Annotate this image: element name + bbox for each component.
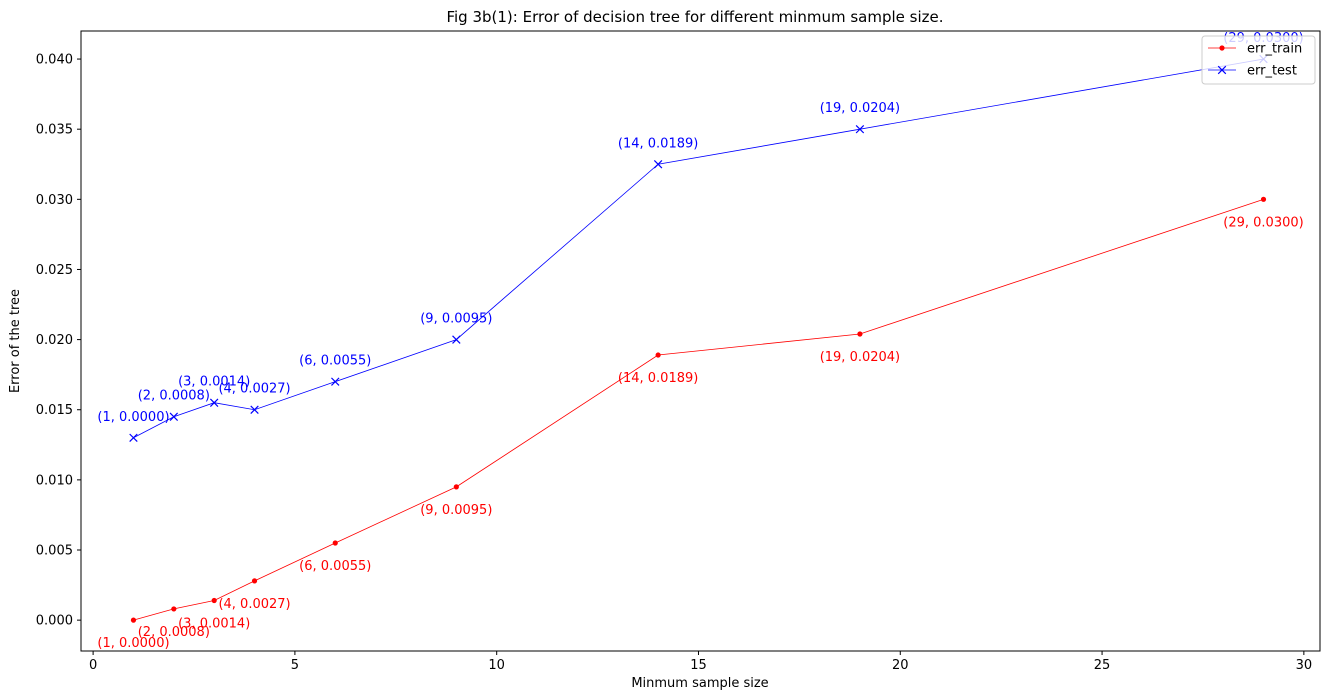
legend: err_train err_test bbox=[1201, 35, 1316, 85]
legend-items: err_train err_test bbox=[1208, 42, 1302, 79]
legend-marker bbox=[1219, 45, 1225, 51]
x-axis-label: Minmum sample size bbox=[631, 676, 768, 691]
data-label: (29, 0.0300) bbox=[1223, 215, 1303, 230]
data-point bbox=[130, 617, 137, 623]
data-point bbox=[453, 484, 459, 490]
data-label: (3, 0.0014) bbox=[178, 375, 250, 390]
data-label: (14, 0.0189) bbox=[618, 371, 698, 386]
y-tick-label: 0.035 bbox=[36, 123, 73, 138]
plot-frame bbox=[80, 30, 1321, 652]
data-point bbox=[209, 398, 219, 407]
series-layer bbox=[129, 54, 1268, 623]
x-tick-label: 25 bbox=[1094, 658, 1111, 673]
x-axis: 0 5 10 15 20 25 30 bbox=[89, 651, 1312, 673]
data-point bbox=[171, 606, 177, 612]
data-point bbox=[857, 331, 863, 337]
data-point bbox=[169, 412, 179, 421]
y-tick-label: 0.030 bbox=[36, 193, 73, 208]
data-label: (4, 0.0027) bbox=[218, 597, 290, 612]
data-point bbox=[331, 377, 340, 386]
data-point bbox=[1260, 196, 1267, 202]
y-tick-label: 0.040 bbox=[36, 53, 73, 68]
x-tick-label: 5 bbox=[291, 658, 299, 673]
data-point bbox=[251, 578, 258, 584]
x-tick-label: 10 bbox=[488, 658, 505, 673]
data-label: (2, 0.0008) bbox=[138, 625, 210, 640]
data-label: (9, 0.0095) bbox=[420, 503, 492, 518]
y-tick-label: 0.000 bbox=[36, 614, 73, 629]
data-point bbox=[250, 405, 259, 414]
x-tick-label: 30 bbox=[1296, 658, 1313, 673]
x-tick-label: 0 bbox=[89, 658, 97, 673]
y-tick-label: 0.005 bbox=[36, 544, 73, 559]
legend-label: err_train bbox=[1247, 42, 1302, 57]
x-tick-label: 15 bbox=[690, 658, 707, 673]
data-label: (19, 0.0204) bbox=[820, 101, 900, 116]
series-line-err_train bbox=[133, 198, 1264, 621]
y-tick-label: 0.020 bbox=[36, 333, 73, 348]
y-tick-label: 0.010 bbox=[36, 473, 73, 488]
data-label: (14, 0.0189) bbox=[618, 136, 698, 151]
chart-title: Fig 3b(1): Error of decision tree for di… bbox=[446, 8, 943, 26]
annotations: (1, 0.0000)(2, 0.0008)(3, 0.0014)(4, 0.0… bbox=[97, 31, 1303, 651]
data-label: (6, 0.0055) bbox=[299, 559, 371, 574]
y-tick-label: 0.025 bbox=[36, 263, 73, 278]
y-tick-label: 0.015 bbox=[36, 403, 73, 418]
data-label: (19, 0.0204) bbox=[820, 350, 900, 365]
y-axis: 0.000 0.005 0.010 0.015 0.020 0.025 0.030 0.035… bbox=[36, 53, 81, 629]
data-point bbox=[655, 352, 661, 358]
legend-marker bbox=[1217, 65, 1227, 75]
x-tick-label: 20 bbox=[892, 658, 909, 673]
legend-label: err_test bbox=[1247, 64, 1297, 79]
data-label: (1, 0.0000) bbox=[97, 636, 169, 651]
data-point bbox=[332, 540, 338, 546]
data-label: (6, 0.0055) bbox=[299, 354, 371, 369]
data-label: (2, 0.0008) bbox=[138, 389, 210, 404]
data-point bbox=[129, 433, 138, 443]
data-label: (4, 0.0027) bbox=[218, 382, 290, 397]
data-point bbox=[653, 160, 663, 169]
data-label: (9, 0.0095) bbox=[420, 312, 492, 327]
data-point bbox=[855, 124, 865, 134]
data-point bbox=[211, 597, 217, 604]
data-label: (3, 0.0014) bbox=[178, 617, 250, 632]
series-line-err_test bbox=[133, 58, 1264, 439]
y-axis-label: Error of the tree bbox=[8, 289, 23, 393]
data-label: (1, 0.0000) bbox=[97, 410, 169, 425]
data-point bbox=[452, 335, 461, 344]
